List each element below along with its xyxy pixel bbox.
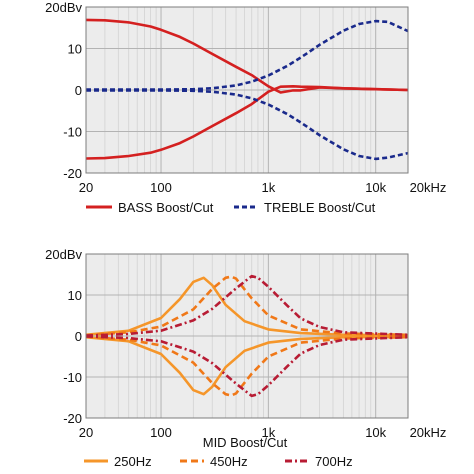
series-line-250hz-cut [85,335,409,396]
series-lines [85,18,409,161]
y-tick-label: 10 [68,42,82,57]
y-tick-label: 0 [75,329,82,344]
legend-item: 700Hz [285,454,353,469]
x-tick-label: 20 [79,425,93,440]
x-tick-label: 20 [79,180,93,195]
legend: BASS Boost/Cut TREBLE Boost/Cut [86,200,376,215]
series-line-bass-boost-cut-cut [85,85,409,160]
y-tick-label: -10 [63,370,82,385]
grid [86,7,408,173]
y-tick-label: 10 [68,288,82,303]
x-tick-label: 20kHz [410,425,447,440]
legend-label: 450Hz [210,454,248,469]
x-tick-label: 20kHz [410,180,447,195]
legend: 250Hz 450Hz 700Hz [84,454,353,469]
series-line-treble-boost-cut-boost [86,19,409,91]
legend-item: BASS Boost/Cut [86,200,214,215]
series-line-700hz-cut [85,335,409,398]
y-tick-label: 0 [75,83,82,98]
series-line-250hz-boost [85,276,409,337]
y-axis-unit-label: 20dBv [45,0,82,15]
y-tick-label: -20 [63,166,82,181]
x-tick-label: 10k [365,180,386,195]
x-axis-label: MID Boost/Cut [203,435,288,450]
x-tick-label: 100 [150,180,172,195]
x-axis-ticks: 20 100 1k 10k 20kHz [79,425,447,440]
legend-label: 250Hz [114,454,152,469]
x-tick-label: 1k [261,180,275,195]
legend-label: 700Hz [315,454,353,469]
series-line-treble-boost-cut-cut [86,89,409,161]
legend-item: 250Hz [84,454,152,469]
legend-label: TREBLE Boost/Cut [264,200,376,215]
legend-item: TREBLE Boost/Cut [234,200,376,215]
x-axis-ticks: 20 100 1k 10k 20kHz [79,180,447,195]
y-tick-label: -10 [63,125,82,140]
y-axis-ticks: 20dBv 10 0 -10 -20 [45,0,82,181]
plot-frame [85,253,409,419]
legend-item: 450Hz [180,454,248,469]
legend-label: BASS Boost/Cut [118,200,214,215]
x-tick-label: 100 [150,425,172,440]
plot-frame [85,6,409,174]
y-axis-ticks: 20dBv 10 0 -10 -20 [45,247,82,426]
series-lines [85,274,409,398]
x-tick-label: 1k [261,425,275,440]
y-tick-label: -20 [63,411,82,426]
y-axis-unit-label: 20dBv [45,247,82,262]
series-line-700hz-boost [85,274,409,337]
x-tick-label: 10k [365,425,386,440]
